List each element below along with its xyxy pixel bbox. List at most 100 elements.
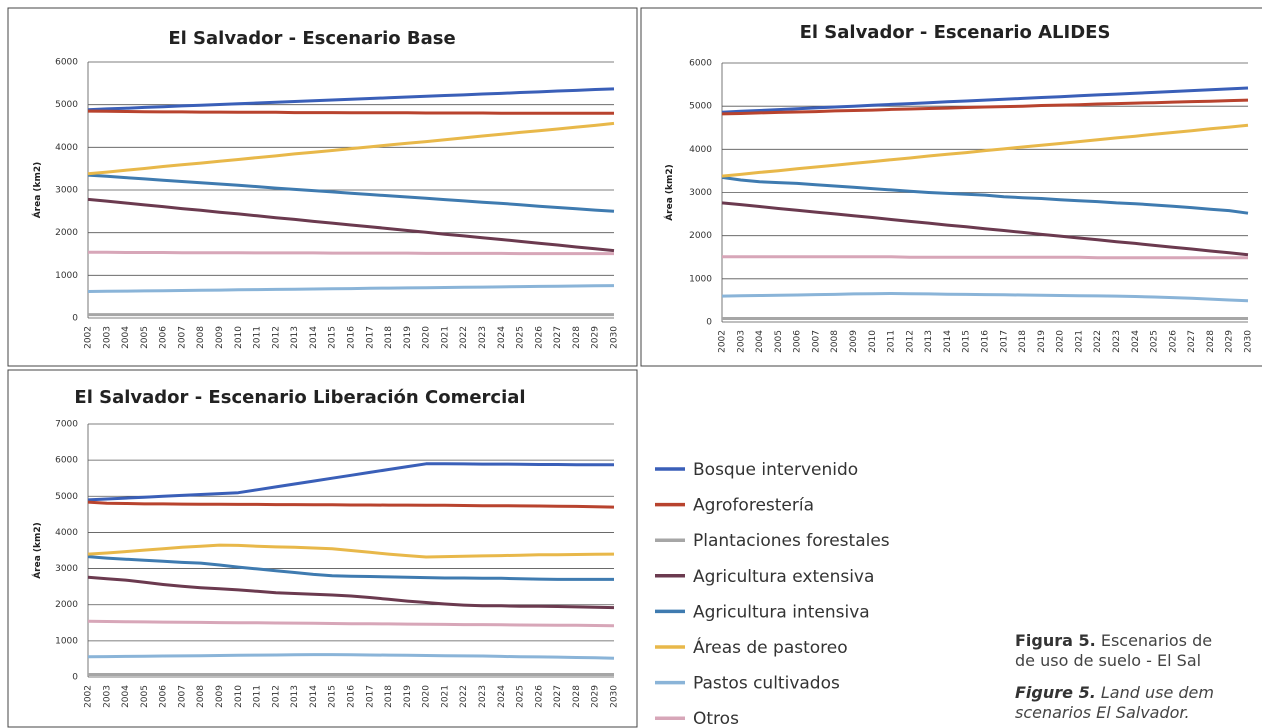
series-line [87, 462, 614, 502]
legend-label: Agricultura intensiva [693, 602, 870, 622]
x-tick-label: 2015 [328, 326, 338, 349]
x-tick-label: 2007 [177, 326, 187, 349]
x-tick-label: 2026 [534, 326, 544, 349]
series-line [87, 121, 615, 176]
x-tick-label: 2012 [905, 330, 915, 353]
series-line [721, 175, 1249, 215]
x-tick-label: 2025 [516, 685, 526, 708]
x-tick-label: 2015 [962, 330, 972, 353]
x-tick-label: 2023 [1112, 330, 1122, 353]
x-tick-label: 2013 [924, 330, 934, 353]
x-tick-label: 2025 [516, 326, 526, 349]
y-tick-label: 0 [706, 318, 712, 328]
x-tick-label: 2023 [478, 326, 488, 349]
x-tick-label: 2019 [1037, 330, 1047, 353]
x-tick-label: 2010 [234, 685, 244, 708]
x-tick-label: 2012 [271, 326, 281, 349]
x-tick-label: 2021 [440, 685, 450, 708]
series-line [87, 575, 615, 610]
chart-title: El Salvador - Escenario ALIDES [800, 22, 1111, 43]
series-line [87, 653, 615, 660]
x-tick-label: 2024 [497, 685, 507, 708]
series-line [87, 284, 615, 293]
caption-label: Figure 5. [1015, 683, 1096, 702]
series-line [87, 109, 614, 115]
x-tick-label: 2014 [943, 330, 953, 353]
x-tick-label: 2029 [1225, 330, 1235, 353]
x-tick-label: 2009 [215, 326, 225, 349]
y-tick-label: 2000 [689, 231, 712, 241]
series-line [721, 86, 1249, 114]
series-line [87, 555, 614, 581]
series-line [721, 201, 1249, 257]
legend-label: Plantaciones forestales [693, 531, 890, 551]
x-tick-label: 2012 [271, 685, 281, 708]
x-tick-label: 2006 [159, 326, 169, 349]
x-tick-label: 2010 [234, 326, 244, 349]
x-tick-label: 2013 [290, 685, 300, 708]
series-line [87, 619, 615, 628]
chart-frame [640, 7, 1262, 367]
x-tick-label: 2005 [774, 330, 784, 353]
x-tick-label: 2017 [999, 330, 1009, 353]
y-tick-label: 5000 [55, 100, 78, 110]
series-line [87, 543, 615, 559]
x-tick-label: 2006 [793, 330, 803, 353]
x-tick-label: 2030 [610, 326, 620, 349]
x-tick-label: 2013 [290, 326, 300, 349]
x-tick-label: 2017 [365, 685, 375, 708]
x-tick-label: 2016 [981, 330, 991, 353]
x-tick-label: 2003 [102, 685, 112, 708]
y-tick-label: 0 [72, 673, 78, 683]
legend-label: Pastos cultivados [693, 674, 840, 694]
y-tick-label: 0 [72, 314, 78, 324]
x-tick-label: 2011 [253, 326, 263, 349]
y-tick-label: 6000 [689, 59, 712, 69]
x-tick-label: 2026 [1168, 330, 1178, 353]
chart-title: El Salvador - Escenario Liberación Comer… [74, 387, 525, 408]
x-tick-label: 2024 [1131, 330, 1141, 353]
x-tick-label: 2008 [196, 326, 206, 349]
y-axis-label: Área (km2) [663, 164, 675, 221]
x-tick-label: 2005 [140, 326, 150, 349]
series-line [87, 87, 615, 112]
x-tick-label: 2007 [811, 330, 821, 353]
x-tick-label: 2027 [553, 685, 563, 708]
x-tick-label: 2030 [1244, 330, 1254, 353]
y-tick-label: 2000 [55, 600, 78, 610]
series-line [721, 98, 1249, 116]
series-line [721, 292, 1249, 303]
caption-line: scenarios El Salvador. [1015, 703, 1190, 722]
x-tick-label: 2023 [478, 685, 488, 708]
x-tick-label: 2027 [553, 326, 563, 349]
x-tick-label: 2020 [1056, 330, 1066, 353]
x-tick-label: 2029 [591, 685, 601, 708]
x-tick-label: 2028 [572, 326, 582, 349]
y-tick-label: 5000 [55, 492, 78, 502]
caption-en: Figure 5. Land use dem [1015, 683, 1214, 702]
y-tick-label: 4000 [55, 528, 78, 538]
x-tick-label: 2019 [403, 326, 413, 349]
series-line [87, 197, 615, 253]
x-tick-label: 2005 [140, 685, 150, 708]
x-tick-label: 2010 [868, 330, 878, 353]
y-tick-label: 3000 [689, 188, 712, 198]
series-line [88, 250, 614, 256]
y-tick-label: 4000 [689, 145, 712, 155]
y-tick-label: 5000 [689, 102, 712, 112]
x-tick-label: 2015 [328, 685, 338, 708]
y-tick-label: 1000 [689, 274, 712, 284]
x-tick-label: 2016 [347, 326, 357, 349]
y-tick-label: 4000 [55, 143, 78, 153]
x-tick-label: 2017 [365, 326, 375, 349]
series-line [87, 500, 615, 509]
x-tick-label: 2002 [84, 326, 94, 349]
x-tick-label: 2018 [384, 685, 394, 708]
legend-label: Agricultura extensiva [693, 567, 874, 587]
x-tick-label: 2009 [215, 685, 225, 708]
legend-label: Agroforestería [693, 496, 814, 516]
x-tick-label: 2004 [755, 330, 765, 353]
x-tick-label: 2028 [572, 685, 582, 708]
y-axis-label: Área (km2) [31, 162, 43, 219]
